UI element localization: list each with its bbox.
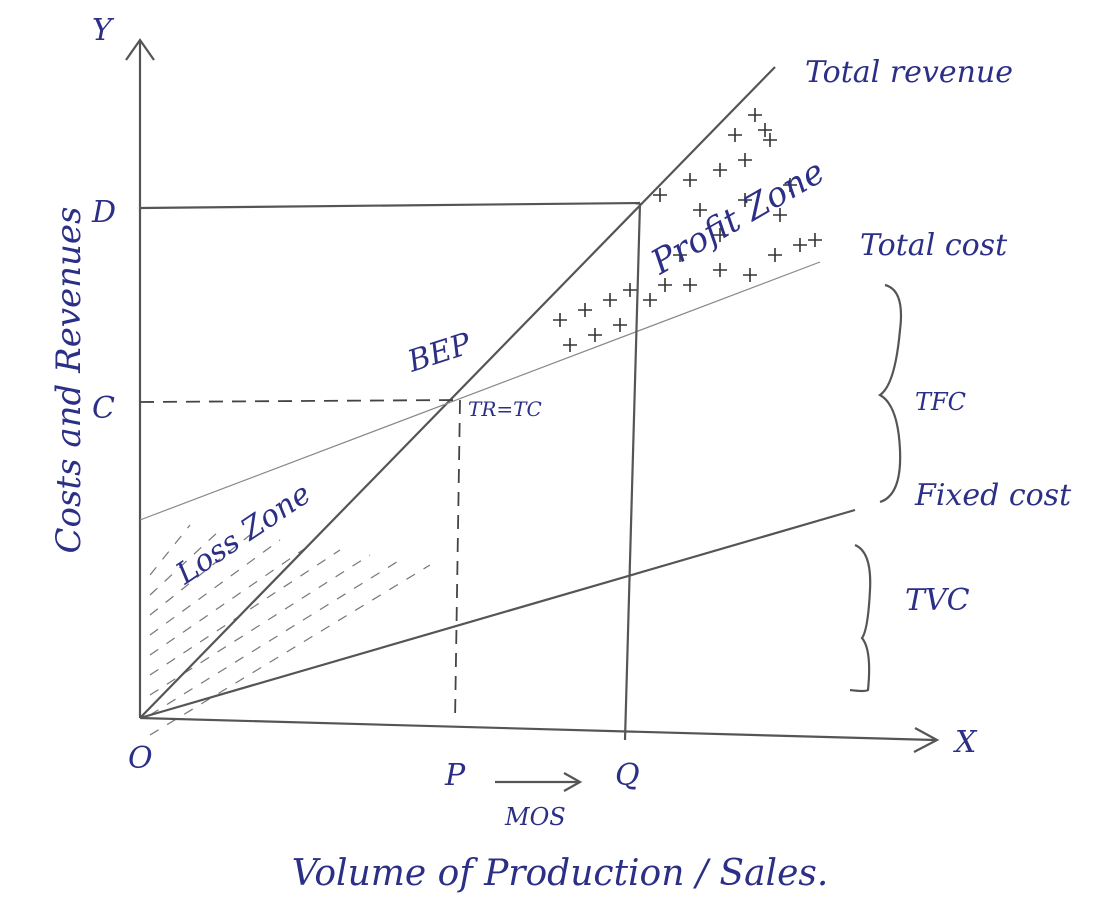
tfc-label: TFC bbox=[915, 388, 966, 416]
x-arrow bbox=[913, 727, 940, 753]
shading-mark bbox=[149, 564, 431, 736]
shading-mark bbox=[643, 293, 657, 307]
x-axis-title: Volume of Production / Sales. bbox=[292, 853, 829, 894]
total-revenue-label: Total revenue bbox=[805, 55, 1013, 90]
y-arrow bbox=[125, 38, 155, 61]
shading-mark bbox=[793, 238, 807, 252]
shading-mark bbox=[768, 248, 782, 262]
shading-mark bbox=[728, 128, 742, 142]
shading-mark bbox=[149, 534, 251, 616]
loss-zone-label: Loss Zone bbox=[169, 476, 317, 592]
shading-mark bbox=[808, 233, 822, 247]
total-cost-label: Total cost bbox=[860, 228, 1008, 263]
mos-label: MOS bbox=[504, 803, 566, 831]
shading-mark bbox=[149, 544, 311, 656]
zone-shading bbox=[149, 108, 822, 736]
shading-mark bbox=[738, 153, 752, 167]
mos-arrowhead bbox=[563, 772, 583, 792]
shading-mark bbox=[738, 193, 752, 207]
fixed-cost-label: Fixed cost bbox=[914, 478, 1072, 513]
shading-mark bbox=[563, 338, 577, 352]
y-axis-title: Costs and Revenues bbox=[49, 206, 89, 553]
shading-mark bbox=[149, 549, 341, 676]
d-line bbox=[139, 201, 641, 210]
shading-mark bbox=[603, 293, 617, 307]
shading-mark bbox=[713, 263, 727, 277]
shading-mark bbox=[673, 248, 687, 262]
shading-mark bbox=[713, 228, 727, 242]
shading-mark bbox=[613, 318, 627, 332]
p-label: P bbox=[444, 758, 466, 793]
shading-mark bbox=[653, 188, 667, 202]
total-revenue-line bbox=[139, 66, 776, 719]
shading-mark bbox=[553, 313, 567, 327]
c-line bbox=[139, 399, 461, 403]
bep-condition: TR=TC bbox=[468, 397, 542, 421]
shading-mark bbox=[588, 328, 602, 342]
fixed-cost-line bbox=[139, 508, 856, 720]
origin-label: O bbox=[128, 741, 153, 776]
y-label: Y bbox=[92, 13, 115, 48]
p-line bbox=[454, 399, 461, 723]
d-label: D bbox=[91, 195, 116, 230]
shading-mark bbox=[773, 208, 787, 222]
shading-mark bbox=[693, 203, 707, 217]
total-cost-line bbox=[139, 261, 821, 521]
shading-mark bbox=[743, 268, 757, 282]
shading-mark bbox=[149, 529, 221, 596]
shading-mark bbox=[713, 163, 727, 177]
shading-mark bbox=[149, 559, 401, 716]
shading-mark bbox=[763, 133, 777, 147]
shading-mark bbox=[623, 283, 637, 297]
bep-label: BEP bbox=[403, 326, 477, 380]
c-label: C bbox=[92, 391, 115, 426]
x-label: X bbox=[953, 725, 978, 760]
q-line bbox=[623, 202, 642, 741]
shading-mark bbox=[748, 108, 762, 122]
shading-mark bbox=[149, 539, 281, 636]
shading-mark bbox=[683, 173, 697, 187]
shading-mark bbox=[683, 278, 697, 292]
tvc-brace bbox=[849, 543, 872, 693]
shading-mark bbox=[758, 123, 772, 137]
shading-mark bbox=[658, 278, 672, 292]
tvc-label: TVC bbox=[905, 583, 970, 618]
shading-mark bbox=[578, 303, 592, 317]
q-label: Q bbox=[615, 758, 640, 793]
x-axis bbox=[139, 716, 936, 742]
shading-mark bbox=[783, 178, 797, 192]
tfc-brace bbox=[877, 283, 903, 504]
